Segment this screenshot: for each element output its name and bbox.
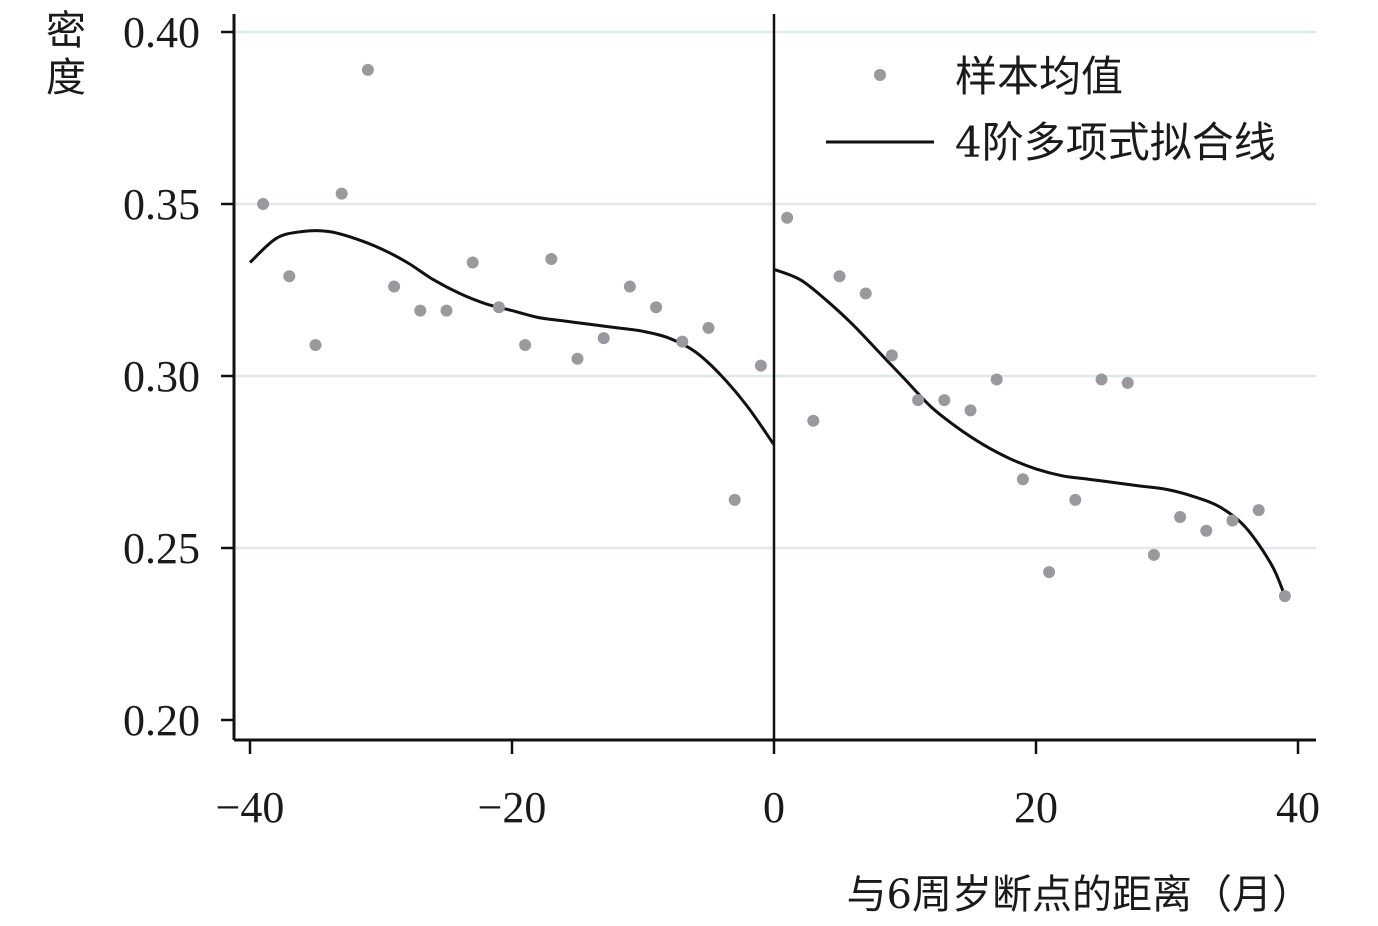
data-point bbox=[623, 280, 636, 293]
fit-lines bbox=[248, 229, 1287, 597]
data-point bbox=[754, 359, 767, 372]
data-point bbox=[807, 414, 820, 427]
data-point bbox=[414, 304, 427, 317]
data-point bbox=[885, 349, 898, 362]
data-point bbox=[466, 256, 479, 269]
data-point bbox=[1200, 524, 1213, 537]
data-point bbox=[1147, 548, 1160, 561]
data-point bbox=[257, 198, 270, 210]
data-point bbox=[1174, 511, 1187, 524]
legend-label-points: 样本均值 bbox=[955, 52, 1123, 101]
legend-label-line: 4阶多项式拟合线 bbox=[955, 118, 1276, 167]
fit-line-right bbox=[773, 267, 1287, 597]
data-point bbox=[1069, 493, 1082, 506]
sample-points bbox=[257, 63, 1291, 603]
data-point bbox=[335, 187, 348, 200]
data-point bbox=[964, 404, 977, 417]
data-point bbox=[859, 287, 872, 300]
data-point bbox=[728, 493, 741, 506]
x-tick-label: −20 bbox=[478, 783, 547, 832]
y-axis-label-char1: 密 bbox=[46, 8, 86, 54]
data-point bbox=[676, 335, 689, 348]
y-axis-label-char2: 度 bbox=[46, 55, 86, 101]
legend-marker-points bbox=[874, 69, 886, 81]
data-point bbox=[650, 301, 663, 314]
gridlines bbox=[236, 30, 1316, 550]
data-point bbox=[1121, 376, 1134, 389]
data-point bbox=[702, 321, 715, 334]
data-point bbox=[1043, 566, 1056, 579]
x-axis-label: 与6周岁断点的距离（月） bbox=[847, 872, 1312, 918]
data-point bbox=[283, 270, 296, 283]
data-point bbox=[1252, 504, 1265, 517]
data-point bbox=[388, 280, 401, 293]
x-tick-label: 40 bbox=[1276, 783, 1320, 832]
data-point bbox=[519, 339, 532, 352]
x-tick-label: −40 bbox=[216, 783, 285, 832]
data-point bbox=[1016, 473, 1029, 486]
data-point bbox=[912, 394, 925, 407]
data-point bbox=[833, 270, 846, 283]
data-point bbox=[545, 253, 558, 266]
data-point bbox=[492, 301, 505, 314]
legend: 样本均值 4阶多项式拟合线 bbox=[826, 52, 1276, 167]
data-point bbox=[1278, 590, 1291, 603]
data-point bbox=[571, 352, 584, 365]
y-tick-label: 0.25 bbox=[123, 524, 200, 573]
data-point bbox=[938, 394, 951, 407]
y-tick-label: 0.35 bbox=[123, 180, 200, 229]
x-tick-label: 20 bbox=[1014, 783, 1058, 832]
data-point bbox=[361, 63, 374, 76]
data-point bbox=[440, 304, 453, 317]
fit-line-left bbox=[248, 229, 776, 446]
y-tick-label: 0.20 bbox=[123, 696, 200, 745]
data-point bbox=[597, 332, 610, 345]
y-tick-label: 0.30 bbox=[123, 352, 200, 401]
data-point bbox=[1226, 514, 1239, 527]
data-point bbox=[990, 373, 1003, 386]
tick-labels: 0.20 0.25 0.30 0.35 0.40 −40 −20 0 20 40 bbox=[123, 8, 1320, 832]
x-tick-label: 0 bbox=[763, 783, 785, 832]
y-tick-label: 0.40 bbox=[123, 8, 200, 57]
data-point bbox=[1095, 373, 1108, 386]
data-point bbox=[781, 211, 794, 224]
data-point bbox=[309, 339, 322, 352]
